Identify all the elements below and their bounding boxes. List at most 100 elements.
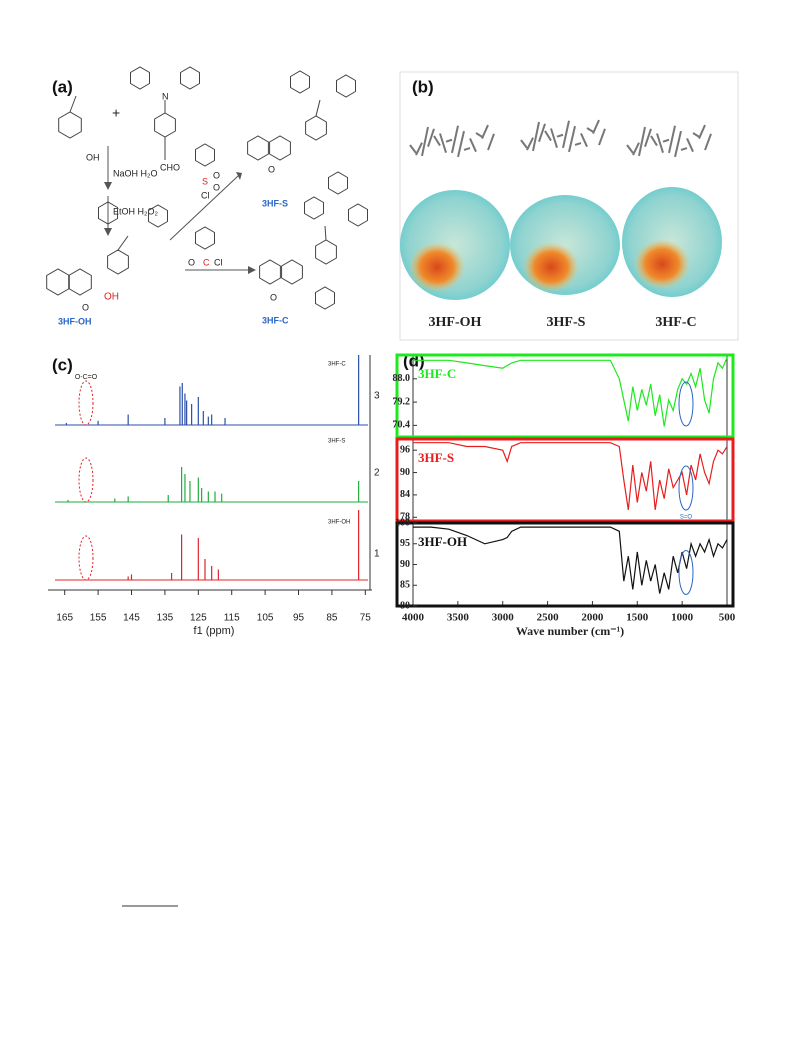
- atom-label: O: [213, 182, 220, 192]
- panel-label: (b): [412, 77, 434, 96]
- reagent: EtOH H₂O₂: [113, 206, 158, 216]
- highlight: [678, 465, 694, 511]
- model-name: 3HF-OH: [429, 315, 482, 330]
- ring: [328, 171, 348, 195]
- x-tick-label: 165: [56, 613, 73, 624]
- esp-hotspot: [523, 242, 579, 292]
- molecule-bond: [556, 133, 564, 138]
- reaction-scheme: (a) + OH CHO N NaOH H₂O EtOH H₂O₂ S O O …: [52, 77, 289, 326]
- ir-trace: [413, 357, 728, 427]
- y-tick-label: 96: [400, 444, 410, 455]
- molecule-bond: [698, 124, 706, 139]
- ring: [290, 70, 310, 94]
- ring: [269, 135, 291, 161]
- highlight: [78, 535, 94, 581]
- ring: [148, 204, 168, 228]
- x-tick-label: 115: [224, 613, 240, 624]
- bond: [117, 235, 129, 251]
- y-tick-label: 70.4: [393, 420, 411, 431]
- y-tick-label: 95: [400, 538, 410, 549]
- arrowhead: [104, 182, 112, 190]
- y-tick-label: 90: [400, 467, 410, 478]
- ring: [195, 226, 215, 250]
- molecule-bond: [538, 123, 546, 143]
- x-tick-label: 75: [360, 613, 372, 624]
- ring: [107, 249, 129, 275]
- compound-name: 3HF-OH: [58, 316, 92, 326]
- x-tick-label: 4000: [402, 612, 425, 624]
- molecule-bond: [532, 121, 540, 152]
- ring: [305, 115, 327, 141]
- molecule-bond: [544, 130, 552, 142]
- ring: [315, 239, 337, 265]
- highlight: [678, 550, 694, 595]
- molecule-bond: [704, 133, 712, 151]
- atom-label: C: [203, 257, 210, 267]
- y-tick-label: 85: [400, 580, 410, 591]
- atom-label: Cl: [201, 190, 210, 200]
- y-tick-label: 80: [400, 600, 410, 611]
- molecule-bond: [580, 133, 588, 148]
- x-tick-label: 1500: [626, 612, 649, 624]
- molecule-bond: [692, 132, 700, 138]
- y-tick-label: 84: [400, 489, 410, 500]
- y-tick-label: 88.0: [393, 373, 411, 384]
- x-tick-label: 3500: [447, 612, 470, 624]
- molecule-bond: [415, 142, 423, 156]
- atom-label: CHO: [160, 162, 180, 172]
- series-name: 3HF-C: [328, 362, 346, 368]
- compound-name: 3HF-C: [262, 315, 289, 325]
- molecule-bond: [421, 126, 429, 157]
- atom-label: O: [213, 170, 220, 180]
- x-tick-label: 1000: [671, 612, 694, 624]
- ring: [259, 259, 281, 285]
- x-tick-label: 2000: [581, 612, 604, 624]
- esp-hotspot: [409, 242, 465, 292]
- molecule-bond: [632, 142, 640, 156]
- molecule-bond: [409, 144, 417, 154]
- molecule-bond: [674, 130, 682, 158]
- series-name: 3HF-S: [328, 439, 345, 445]
- molecule-bond: [598, 128, 606, 146]
- highlight: [678, 381, 694, 427]
- molecule-bond: [457, 130, 465, 158]
- x-tick-label: 500: [719, 612, 736, 624]
- x-tick-label: 3000: [492, 612, 515, 624]
- y-tick-label: 79.2: [393, 396, 411, 407]
- ring: [130, 66, 150, 90]
- ring: [336, 74, 356, 98]
- molecule-bond: [650, 135, 658, 147]
- x-tick-label: 135: [157, 613, 174, 624]
- molecule-bond: [427, 128, 435, 148]
- bond: [315, 99, 321, 117]
- molecule-bond: [592, 119, 600, 134]
- x-tick-label: 95: [293, 613, 305, 624]
- molecule-bond: [439, 133, 447, 153]
- molecule-bond: [550, 128, 558, 148]
- y-tick-label: 90: [400, 559, 410, 570]
- highlight: [78, 380, 94, 426]
- x-tick-label: 85: [326, 613, 338, 624]
- ring: [46, 268, 70, 296]
- bond: [324, 225, 327, 241]
- molecule-bond: [487, 133, 495, 151]
- x-tick-label: 145: [123, 613, 140, 624]
- y-tick-label: 100: [395, 517, 410, 528]
- ring: [58, 111, 82, 139]
- reagent: NaOH H₂O: [113, 168, 158, 178]
- molecule-bond: [520, 139, 528, 149]
- subplot-frame: [395, 521, 735, 608]
- atom-label: O: [188, 257, 195, 267]
- arrowhead: [104, 228, 112, 236]
- esp-hotspot: [634, 239, 690, 289]
- series-name: 3HF-S: [418, 450, 454, 465]
- panel-label: (c): [52, 355, 73, 374]
- ring: [281, 259, 303, 285]
- ring: [247, 135, 269, 161]
- atom-label: S: [202, 176, 208, 186]
- bond: [69, 95, 77, 113]
- subplot-frame: [395, 437, 735, 523]
- arrowhead: [248, 266, 256, 274]
- molecule-bond: [668, 125, 676, 154]
